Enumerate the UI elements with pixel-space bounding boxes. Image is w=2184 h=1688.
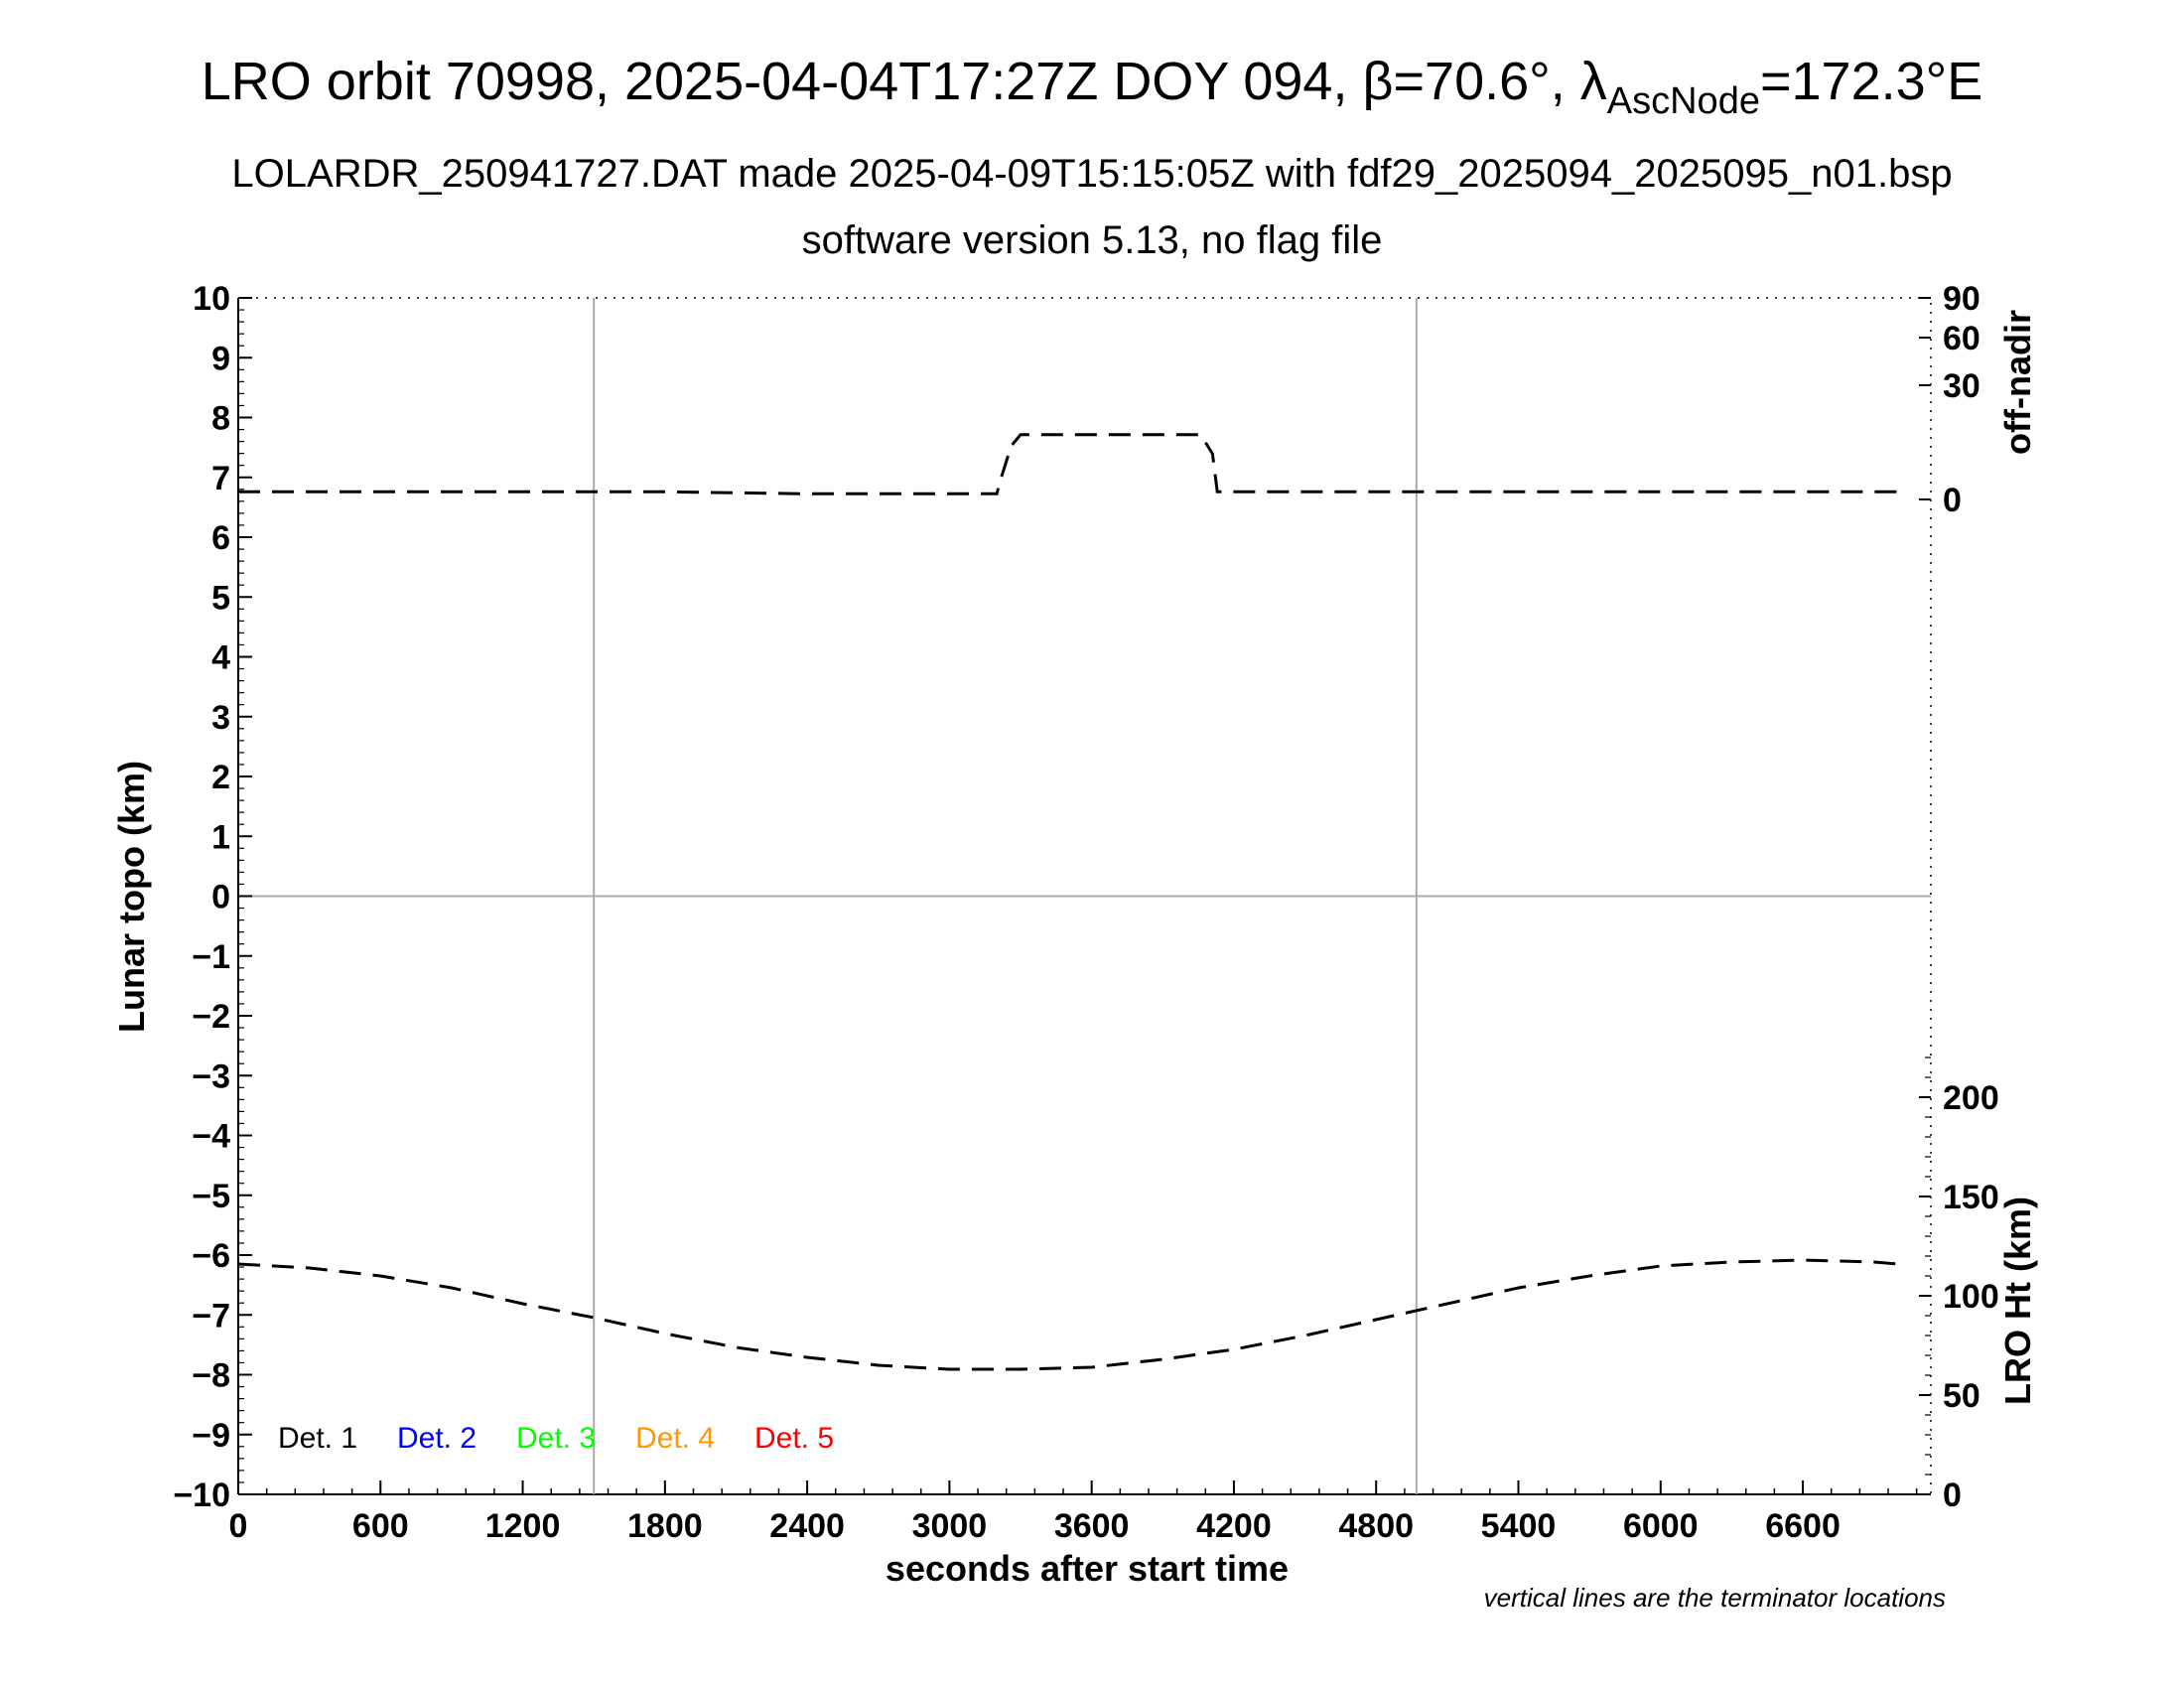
axis-ticks: 0 600 1200 1800 2400 3000 3600 4200 4800 5400 6000… (173, 280, 1998, 1545)
y-tick-label: −4 (192, 1118, 230, 1156)
y-tick-label: 10 (193, 280, 230, 318)
y-axis-left-label: Lunar topo (km) (111, 761, 152, 1033)
x-tick-label: 1800 (627, 1507, 703, 1545)
off-nadir-tick-label: 90 (1943, 280, 1980, 318)
y-tick-label: −1 (192, 938, 230, 976)
x-tick-label: 3000 (912, 1507, 988, 1545)
x-tick-label: 6000 (1623, 1507, 1699, 1545)
title-main: LRO orbit 70998, 2025-04-04T17:27Z DOY 0… (202, 52, 1607, 111)
lro-height-series-line (237, 1258, 1898, 1371)
title-suffix: =172.3°E (1760, 52, 1982, 111)
x-axis-label: seconds after start time (886, 1548, 1289, 1589)
legend: Det. 1 Det. 2 Det. 3 Det. 4 Det. 5 (278, 1422, 834, 1455)
subtitle-software-version: software version 5.13, no flag file (802, 218, 1383, 262)
grid-lines (238, 298, 1931, 1494)
y-tick-label: −7 (192, 1297, 230, 1335)
off-nadir-tick-label: 60 (1943, 320, 1980, 357)
y-tick-label: −2 (192, 998, 230, 1036)
legend-det-2: Det. 2 (397, 1422, 477, 1455)
y-tick-label: 2 (211, 759, 230, 796)
y-tick-label: 6 (211, 519, 230, 557)
data-series (237, 433, 1898, 1371)
legend-det-5: Det. 5 (754, 1422, 834, 1455)
x-tick-label: 3600 (1054, 1507, 1130, 1545)
legend-det-3: Det. 3 (516, 1422, 596, 1455)
height-tick-label: 200 (1943, 1079, 1999, 1117)
height-tick-label: 50 (1943, 1377, 1980, 1415)
x-tick-label: 4800 (1338, 1507, 1414, 1545)
y-axis-right-bottom-label: LRO Ht (km) (1997, 1196, 2038, 1405)
off-nadir-series-line (238, 433, 1898, 495)
legend-det-1: Det. 1 (278, 1422, 357, 1455)
footnote: vertical lines are the terminator locati… (1484, 1583, 1946, 1613)
y-tick-label: −5 (192, 1178, 230, 1215)
title-subscript: AscNode (1607, 80, 1760, 122)
y-tick-label: −6 (192, 1237, 230, 1275)
y-tick-label: 5 (211, 579, 230, 617)
x-tick-label: 0 (229, 1507, 248, 1545)
x-tick-label: 600 (352, 1507, 409, 1545)
height-tick-label: 0 (1943, 1477, 1962, 1514)
off-nadir-tick-label: 30 (1943, 367, 1980, 405)
height-tick-label: 150 (1943, 1179, 1999, 1216)
y-tick-label: 4 (211, 639, 230, 677)
x-tick-label: 1200 (485, 1507, 561, 1545)
y-tick-label: 1 (211, 818, 230, 856)
y-tick-label: −9 (192, 1417, 230, 1455)
y-tick-label: −8 (192, 1357, 230, 1395)
y-tick-label: −10 (173, 1477, 230, 1514)
legend-det-4: Det. 4 (635, 1422, 715, 1455)
y-tick-label: 0 (211, 879, 230, 916)
chart-title: LRO orbit 70998, 2025-04-04T17:27Z DOY 0… (202, 52, 1983, 122)
y-tick-label: 3 (211, 699, 230, 737)
x-tick-label: 5400 (1481, 1507, 1557, 1545)
off-nadir-tick-label: 0 (1943, 482, 1962, 519)
height-tick-label: 100 (1943, 1278, 1999, 1316)
y-axis-right-top-label: off-nadir (1997, 310, 2038, 455)
x-tick-label: 4200 (1196, 1507, 1272, 1545)
x-tick-label: 2400 (769, 1507, 845, 1545)
y-tick-label: 8 (211, 400, 230, 438)
y-tick-label: 9 (211, 340, 230, 377)
subtitle-file-info: LOLARDR_250941727.DAT made 2025-04-09T15… (231, 152, 1952, 196)
y-tick-label: −3 (192, 1057, 230, 1095)
y-tick-label: 7 (211, 460, 230, 497)
x-tick-label: 6600 (1765, 1507, 1841, 1545)
